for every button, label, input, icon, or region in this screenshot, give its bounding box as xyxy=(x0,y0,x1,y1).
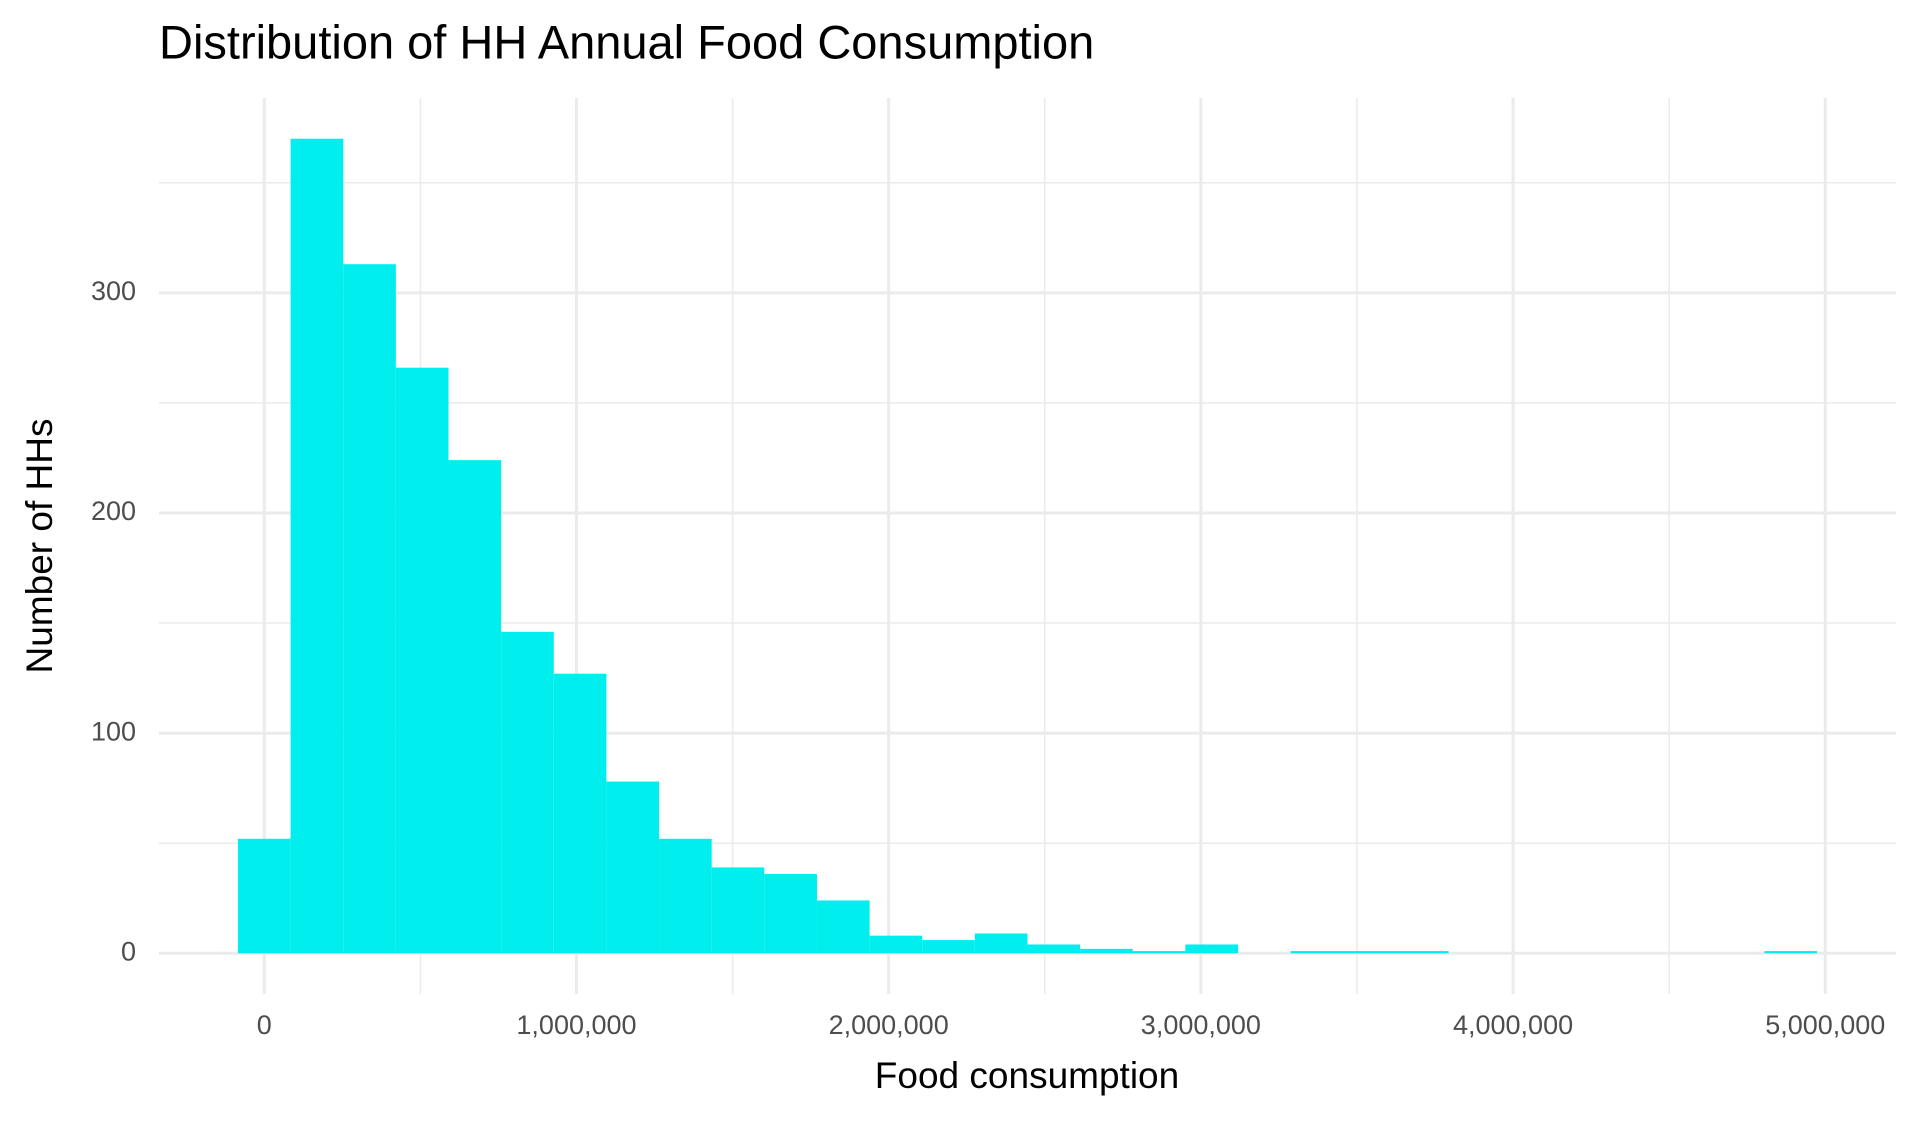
x-axis-title: Food consumption xyxy=(875,1055,1179,1096)
bar xyxy=(1395,951,1449,954)
bar xyxy=(1764,951,1818,954)
x-tick-label: 1,000,000 xyxy=(516,1010,636,1040)
bar xyxy=(1027,944,1081,954)
y-tick-label: 300 xyxy=(91,276,136,306)
bar xyxy=(974,933,1028,954)
bar xyxy=(1343,951,1396,954)
x-tick-label: 4,000,000 xyxy=(1453,1010,1573,1040)
bar xyxy=(1080,948,1133,954)
bar xyxy=(553,673,607,954)
bar xyxy=(606,781,660,954)
bar xyxy=(395,367,449,954)
y-tick-label: 100 xyxy=(91,716,136,746)
y-tick-label: 0 xyxy=(121,936,136,966)
bar xyxy=(1185,944,1239,954)
bar xyxy=(711,867,765,954)
bar xyxy=(237,838,291,954)
bar xyxy=(343,264,396,954)
y-axis-title: Number of HHs xyxy=(19,419,60,674)
chart-title: Distribution of HH Annual Food Consumpti… xyxy=(159,15,1094,68)
bar xyxy=(659,838,712,954)
bar xyxy=(816,900,870,954)
x-tick-label: 2,000,000 xyxy=(829,1010,949,1040)
bar xyxy=(448,460,502,954)
bar xyxy=(501,631,554,954)
y-tick-label: 200 xyxy=(91,496,136,526)
bar xyxy=(764,874,817,954)
bar xyxy=(1290,951,1344,954)
bar xyxy=(869,935,923,954)
bar xyxy=(1132,951,1186,954)
bar xyxy=(922,940,975,954)
x-tick-label: 3,000,000 xyxy=(1141,1010,1261,1040)
bar xyxy=(290,138,344,954)
x-tick-label: 5,000,000 xyxy=(1765,1010,1885,1040)
x-tick-label: 0 xyxy=(257,1010,272,1040)
